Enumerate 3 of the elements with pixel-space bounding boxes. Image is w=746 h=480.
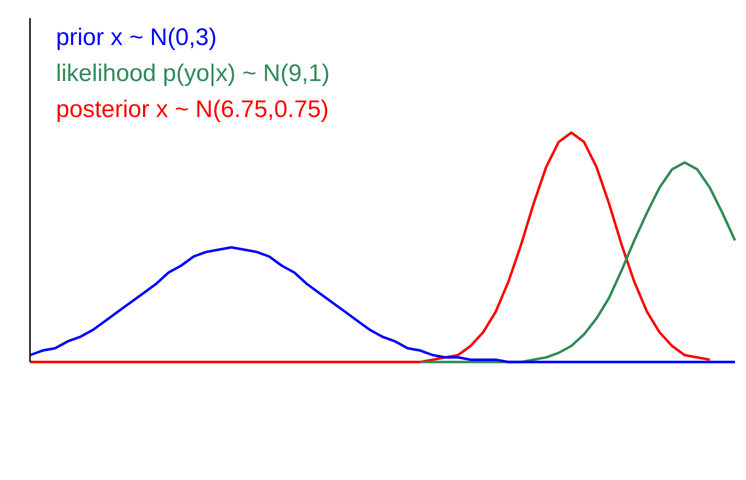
text: prior x ~ N(0,3) bbox=[56, 23, 218, 53]
text: likelihood p(yo|x) ~ N(9,1) bbox=[56, 59, 330, 89]
text: posterior x ~ N(6.75,0.75) bbox=[56, 95, 330, 125]
